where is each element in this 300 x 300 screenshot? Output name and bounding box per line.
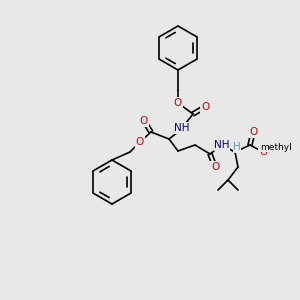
Text: NH: NH <box>214 140 230 150</box>
Text: O: O <box>249 127 257 137</box>
Text: O: O <box>140 116 148 126</box>
Text: methyl: methyl <box>260 142 292 152</box>
Text: O: O <box>201 102 209 112</box>
Text: H: H <box>233 142 241 152</box>
Text: O: O <box>174 98 182 108</box>
Text: NH: NH <box>174 123 190 133</box>
Text: O: O <box>211 162 219 172</box>
Text: O: O <box>136 137 144 147</box>
Text: O: O <box>259 147 267 157</box>
